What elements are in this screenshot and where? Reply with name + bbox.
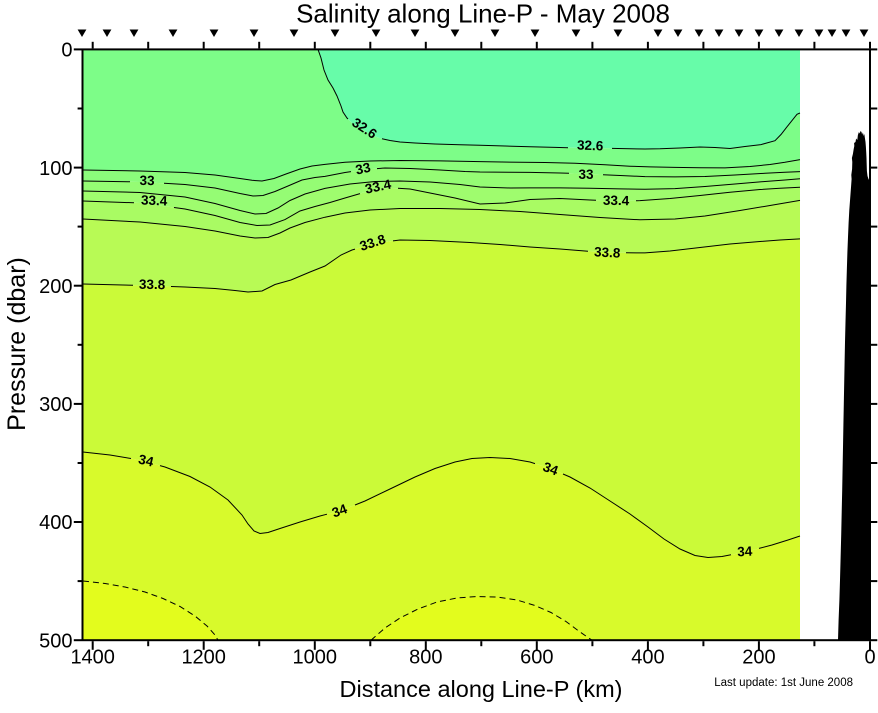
svg-text:34: 34 — [330, 501, 350, 520]
svg-text:400: 400 — [39, 512, 72, 534]
svg-text:33: 33 — [578, 167, 594, 182]
svg-text:0: 0 — [61, 40, 72, 62]
svg-text:33: 33 — [139, 173, 155, 188]
svg-text:600: 600 — [520, 647, 553, 669]
svg-text:100: 100 — [39, 158, 72, 180]
svg-text:33.8: 33.8 — [594, 244, 622, 260]
svg-text:0: 0 — [864, 647, 875, 669]
svg-text:33.4: 33.4 — [141, 193, 168, 209]
svg-text:Distance along Line-P (km): Distance along Line-P (km) — [340, 676, 623, 702]
svg-text:1200: 1200 — [181, 647, 226, 669]
svg-text:33.4: 33.4 — [603, 193, 630, 208]
svg-text:1000: 1000 — [293, 647, 338, 669]
svg-text:34: 34 — [137, 452, 155, 470]
svg-text:800: 800 — [409, 647, 442, 669]
svg-text:Salinity along Line-P - May 20: Salinity along Line-P - May 2008 — [296, 0, 670, 29]
svg-text:34: 34 — [541, 459, 561, 478]
svg-text:500: 500 — [39, 630, 72, 652]
svg-text:300: 300 — [39, 394, 72, 416]
svg-text:200: 200 — [742, 647, 775, 669]
svg-text:400: 400 — [631, 647, 664, 669]
svg-text:1400: 1400 — [70, 647, 115, 669]
svg-text:32.6: 32.6 — [577, 138, 604, 154]
svg-text:Pressure (dbar): Pressure (dbar) — [3, 257, 31, 431]
svg-text:Last update: 1st June 2008: Last update: 1st June 2008 — [714, 677, 853, 689]
svg-text:33.4: 33.4 — [364, 176, 393, 196]
svg-text:200: 200 — [39, 276, 72, 298]
svg-text:33.8: 33.8 — [139, 277, 166, 292]
svg-text:34: 34 — [737, 544, 753, 560]
svg-text:33: 33 — [354, 160, 372, 178]
